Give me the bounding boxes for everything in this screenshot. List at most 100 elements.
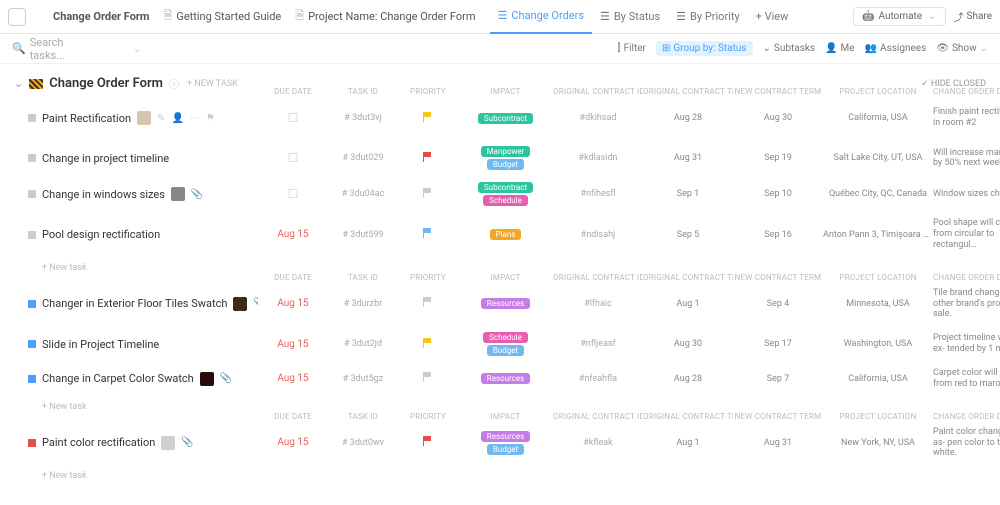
task-row[interactable]: Change in windows sizes📎☐# 3du04acSubcon… [28,176,1000,212]
due-date[interactable]: ☐ [258,187,328,201]
status-dot[interactable] [28,340,36,348]
due-date[interactable]: Aug 15 [258,339,328,350]
task-row[interactable]: Pool design rectificationAug 15# 3dut599… [28,212,1000,256]
task-row[interactable]: Change in Carpet Color Swatch📎Aug 15# 3d… [28,362,1000,396]
toolbar: 🔍Search tasks...⌄ ⫿Filter ⊞Group by: Sta… [0,34,1000,64]
row-action-icon[interactable]: ⚑ [206,113,215,124]
column-header[interactable]: DUE DATE [258,412,328,421]
due-date[interactable]: ☐ [258,151,328,165]
breadcrumb-guide[interactable]: 🗎Getting Started Guide [163,7,281,26]
column-header[interactable]: IMPACT [458,87,553,96]
groupby-button[interactable]: ⊞Group by: Status [656,41,753,56]
impact-tag[interactable]: Budget [487,444,524,455]
column-header[interactable]: IMPACT [458,412,553,421]
impact-tag[interactable]: Subcontract [478,182,533,193]
due-date[interactable]: Aug 15 [258,373,328,384]
attachment-icon[interactable]: 📎 [181,437,193,448]
impact-tag[interactable]: Manpower [481,146,531,157]
task-row[interactable]: Slide in Project TimelineAug 15# 3dut2jd… [28,326,1000,362]
row-action-icon[interactable]: ⋯ [190,113,200,124]
impact-tag[interactable]: Resources [481,298,530,309]
column-header[interactable]: TASK ID [328,87,398,96]
column-header[interactable]: PRIORITY [398,87,458,96]
task-row[interactable]: Paint Rectification✎👤⋯⚑☐# 3dut3vjSubcont… [28,96,1000,140]
priority-flag[interactable] [398,372,458,385]
column-header[interactable]: ORIGINAL CONTRACT ID [553,273,643,282]
priority-flag[interactable] [398,112,458,125]
breadcrumb-root[interactable]: Change Order Form [36,10,149,23]
priority-flag[interactable] [398,152,458,165]
status-dot[interactable] [28,231,36,239]
column-header[interactable]: NEW CONTRACT TERM [733,273,823,282]
priority-flag[interactable] [398,338,458,351]
row-action-icon[interactable]: ✎ [157,113,165,124]
task-row[interactable]: Paint color rectification📎Aug 15# 3dut0w… [28,421,1000,465]
search-input[interactable]: 🔍Search tasks...⌄ [12,36,142,62]
column-header[interactable]: CHANGE ORDER DESCRIPTION [933,412,1000,421]
column-header[interactable]: TASK ID [328,412,398,421]
impact-tag[interactable]: Schedule [483,332,528,343]
impact-tag[interactable]: Subcontract [478,113,533,124]
tab-by-priority[interactable]: ☰By Priority [668,0,747,34]
tab-change-orders[interactable]: ☰Change Orders [490,0,593,34]
status-dot[interactable] [28,439,36,447]
status-dot[interactable] [28,375,36,383]
attachment-icon[interactable]: 📎 [191,189,203,200]
task-row[interactable]: Changer in Exterior Floor Tiles Swatch📎A… [28,282,1000,326]
column-header[interactable]: ORIGINAL CONTRACT TERM [643,273,733,282]
column-header[interactable]: PRIORITY [398,273,458,282]
impact-tag[interactable]: Schedule [483,195,528,206]
task-row[interactable]: Change in project timeline☐# 3dut029Manp… [28,140,1000,176]
due-date[interactable]: ☐ [258,111,328,125]
column-header[interactable]: CHANGE ORDER DESCRIPTION [933,87,1000,96]
status-dot[interactable] [28,300,36,308]
impact-tag[interactable]: Plans [490,229,522,240]
new-task-button[interactable]: + NEW TASK [187,79,238,89]
app-logo[interactable] [8,8,26,26]
column-header[interactable]: ORIGINAL CONTRACT TERM [643,412,733,421]
due-date[interactable]: Aug 15 [258,298,328,309]
tab-by-status[interactable]: ☰By Status [592,0,668,34]
priority-flag[interactable] [398,188,458,201]
column-header[interactable]: IMPACT [458,273,553,282]
me-button[interactable]: 👤Me [825,43,855,54]
status-dot[interactable] [28,154,36,162]
attachment-icon[interactable]: 📎 [220,373,232,384]
column-header[interactable]: PRIORITY [398,412,458,421]
priority-flag[interactable] [398,436,458,449]
impact-tag[interactable]: Budget [487,159,524,170]
column-header[interactable]: ORIGINAL CONTRACT ID [553,412,643,421]
subtasks-button[interactable]: ⌄Subtasks [763,43,816,54]
share-button[interactable]: ⤴Share [954,9,992,24]
impact-tag[interactable]: Budget [487,345,524,356]
column-header[interactable]: ORIGINAL CONTRACT ID [553,87,643,96]
column-header[interactable]: NEW CONTRACT TERM [733,412,823,421]
add-view[interactable]: + View [748,0,797,34]
priority-flag[interactable] [398,228,458,241]
filter-button[interactable]: ⫿Filter [617,43,646,54]
row-action-icon[interactable]: 👤 [171,113,183,124]
status-dot[interactable] [28,190,36,198]
column-header[interactable]: DUE DATE [258,273,328,282]
automate-button[interactable]: 🤖Automate⌄ [853,7,946,26]
due-date[interactable]: Aug 15 [258,437,328,448]
column-header[interactable]: DUE DATE [258,87,328,96]
column-header[interactable]: PROJECT LOCATION [823,412,933,421]
breadcrumb-project[interactable]: 🗎Project Name: Change Order Form [295,7,475,26]
column-header[interactable]: PROJECT LOCATION [823,273,933,282]
impact-tag[interactable]: Resources [481,431,530,442]
due-date[interactable]: Aug 15 [258,229,328,240]
column-header[interactable]: NEW CONTRACT TERM [733,87,823,96]
column-header[interactable]: TASK ID [328,273,398,282]
column-header[interactable]: ORIGINAL CONTRACT TERM [643,87,733,96]
column-header[interactable]: PROJECT LOCATION [823,87,933,96]
status-dot[interactable] [28,114,36,122]
priority-flag[interactable] [398,297,458,310]
show-button[interactable]: 👁Show⌄ [936,43,988,54]
column-header[interactable]: CHANGE ORDER DESCRIPTION [933,273,1000,282]
collapse-icon[interactable]: ⌄ [14,77,23,90]
assignees-button[interactable]: 👥Assignees [865,43,927,54]
add-task-button[interactable]: + New task [28,465,1000,491]
info-icon[interactable]: ⓘ [169,76,179,91]
impact-tag[interactable]: Resources [481,373,530,384]
